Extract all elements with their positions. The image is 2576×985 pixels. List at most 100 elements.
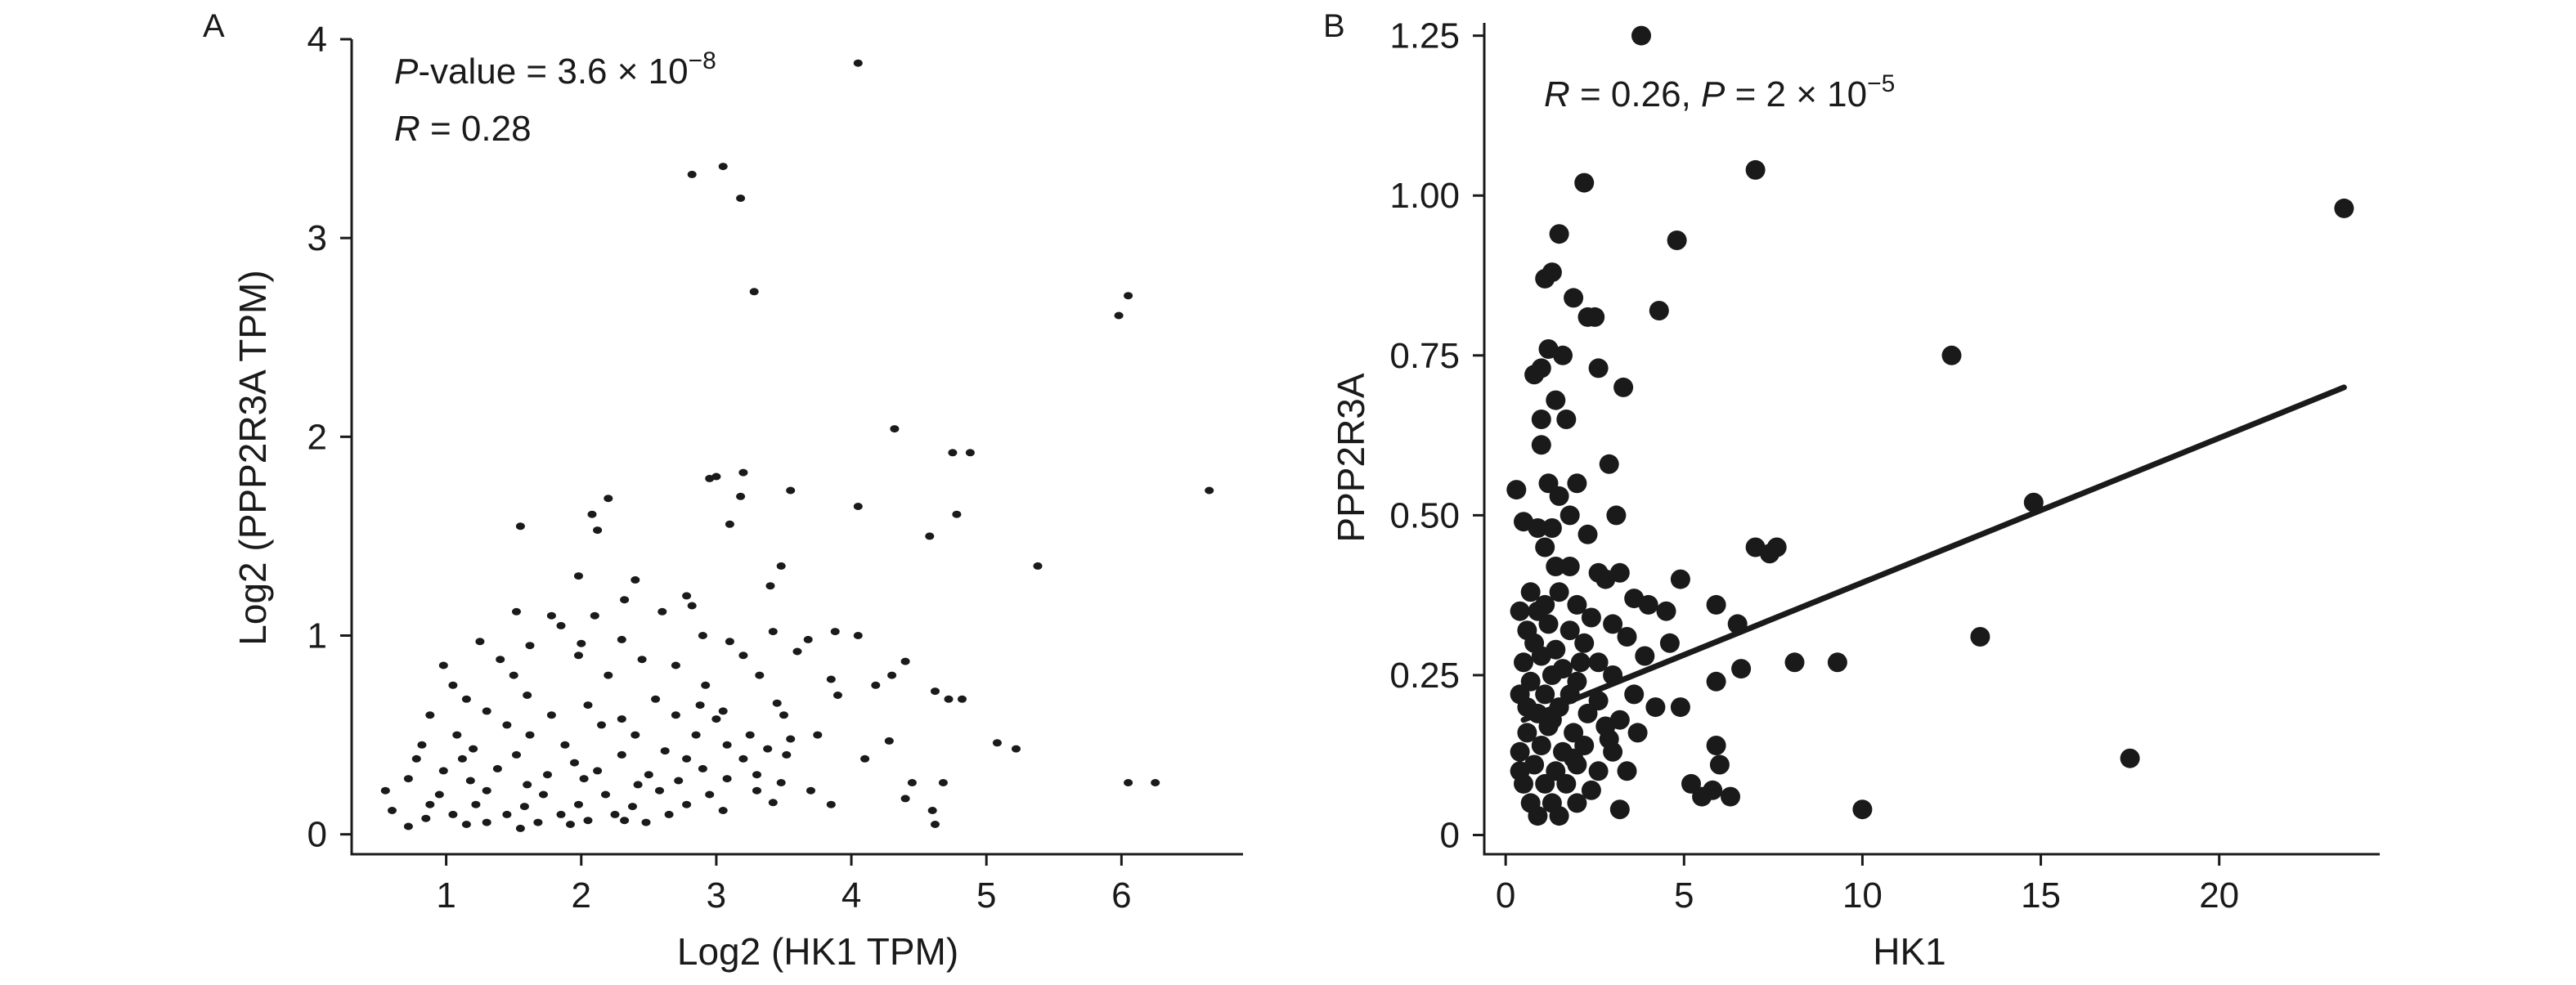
panel-b-point — [1510, 601, 1530, 621]
panel-a-letter: A — [203, 8, 225, 44]
panel-a-point — [403, 775, 413, 783]
panel-b-x-tick-label: 0 — [1496, 875, 1515, 916]
panel-b-point — [1574, 633, 1595, 653]
panel-a-point — [682, 754, 692, 763]
panel-b-stat-text: R = 0.26, P = 2 × 10−5 — [1544, 70, 1895, 114]
panel-b-point — [1560, 557, 1580, 576]
panel-b-point — [1577, 524, 1598, 544]
panel-a-point — [830, 628, 840, 636]
panel-b-point — [1564, 288, 1584, 308]
panel-b-point — [1784, 652, 1805, 673]
panel-b-point — [2023, 492, 2044, 513]
panel-b-point — [1670, 697, 1690, 718]
panel-a-point — [938, 779, 948, 786]
panel-b-point — [1546, 390, 1566, 410]
panel-b-point — [1520, 582, 1541, 602]
panel-a-point — [792, 647, 802, 656]
panel-a-point — [543, 771, 552, 779]
panel-a-point — [448, 681, 458, 689]
panel-a-point — [515, 522, 525, 531]
panel-a-point — [722, 775, 732, 783]
panel-a-point — [597, 721, 606, 729]
panel-b-r-text: = 0.26, — [1570, 74, 1701, 114]
panel-a-point — [952, 510, 962, 518]
panel-b-point — [1564, 748, 1584, 768]
panel-a-point — [718, 163, 728, 171]
panel-b-point — [1606, 505, 1627, 526]
panel-a-point — [965, 449, 975, 457]
panel-a-point — [738, 754, 748, 763]
panel-a-point — [763, 745, 773, 753]
panel-a-point — [826, 800, 836, 808]
panel-b-point — [1970, 627, 1990, 647]
panel-b-y-tick-label: 0.75 — [1389, 336, 1460, 376]
panel-a-point — [411, 754, 421, 763]
panel-b-point — [1681, 773, 1701, 794]
panel-b-y-tick-label: 0 — [1440, 816, 1460, 856]
panel-a-point — [610, 810, 620, 818]
panel-a-y-tick-label: 0 — [307, 815, 327, 855]
panel-a-point — [944, 695, 954, 703]
panel-a-point — [722, 741, 732, 749]
panel-a-x-ticks: 1 2 3 4 5 6 — [436, 854, 1132, 916]
panel-a-x-tick-label: 3 — [707, 875, 726, 916]
panel-a-point — [992, 739, 1002, 747]
panel-a-point — [890, 425, 900, 433]
panel-a-y-axis-title: Log2 (PPP2R3A TPM) — [231, 270, 274, 645]
panel-b-point — [2120, 748, 2140, 768]
panel-b-r-symbol: R — [1544, 74, 1570, 114]
panel-a-point — [380, 786, 390, 795]
panel-a-point — [523, 781, 532, 789]
panel-a-point — [768, 628, 778, 636]
panel-a-point — [631, 575, 640, 584]
panel-a-point — [403, 822, 413, 831]
panel-b-point — [1517, 723, 1537, 743]
panel-a-point — [570, 759, 579, 767]
panel-b-point — [1595, 569, 1616, 589]
panel-a-points — [380, 59, 1214, 832]
panel-a-point — [664, 810, 674, 818]
panel-b-point — [1745, 159, 1766, 180]
panel-a-point — [768, 799, 778, 807]
panel-b-point — [1609, 799, 1630, 820]
panel-a-point — [593, 767, 603, 775]
panel-b-point — [1531, 435, 1551, 455]
panel-b-point — [1535, 684, 1555, 705]
panel-a-point — [752, 771, 761, 779]
panel-b-point — [1588, 691, 1609, 711]
panel-b-axes — [1483, 23, 2380, 856]
panel-b-point — [1624, 684, 1645, 705]
panel-b-point — [1706, 671, 1726, 692]
panel-a-point — [512, 607, 521, 616]
panel-b-point — [1535, 537, 1555, 557]
panel-a-point — [701, 681, 711, 689]
panel-b-point — [1649, 301, 1669, 320]
panel-b-point — [1517, 697, 1537, 718]
panel-a-point — [556, 810, 566, 818]
panel-b-point — [1670, 569, 1690, 589]
panel-a-point — [806, 786, 815, 795]
panel-a-point — [687, 170, 697, 178]
panel-a-point — [718, 707, 728, 715]
panel-a-point — [425, 800, 435, 808]
panel-a-pvalue-exponent: −8 — [689, 47, 716, 74]
panel-a-point — [1012, 745, 1021, 753]
panel-b-point — [1560, 620, 1580, 641]
panel-a-point — [682, 800, 692, 808]
panel-b-point — [1535, 773, 1555, 794]
panel-a-point — [644, 771, 653, 779]
panel-a-r-symbol: R — [394, 109, 420, 149]
panel-b-y-axis-title: PPP2R3A — [1330, 373, 1372, 542]
panel-a-stat-r: R = 0.28 — [394, 109, 532, 149]
panel-a-point — [725, 638, 734, 646]
panel-a-y-tick-label: 2 — [307, 417, 327, 457]
panel-a-point — [417, 741, 427, 749]
panel-a-point — [1124, 779, 1133, 786]
panel-b-point — [1731, 659, 1752, 679]
panel-a-point — [579, 775, 589, 783]
panel-b-point — [1631, 25, 1651, 46]
panel-a-point — [853, 59, 863, 67]
panel-a-point — [776, 779, 786, 786]
panel-a-p-symbol: P — [394, 51, 419, 92]
panel-a-point — [502, 810, 512, 818]
